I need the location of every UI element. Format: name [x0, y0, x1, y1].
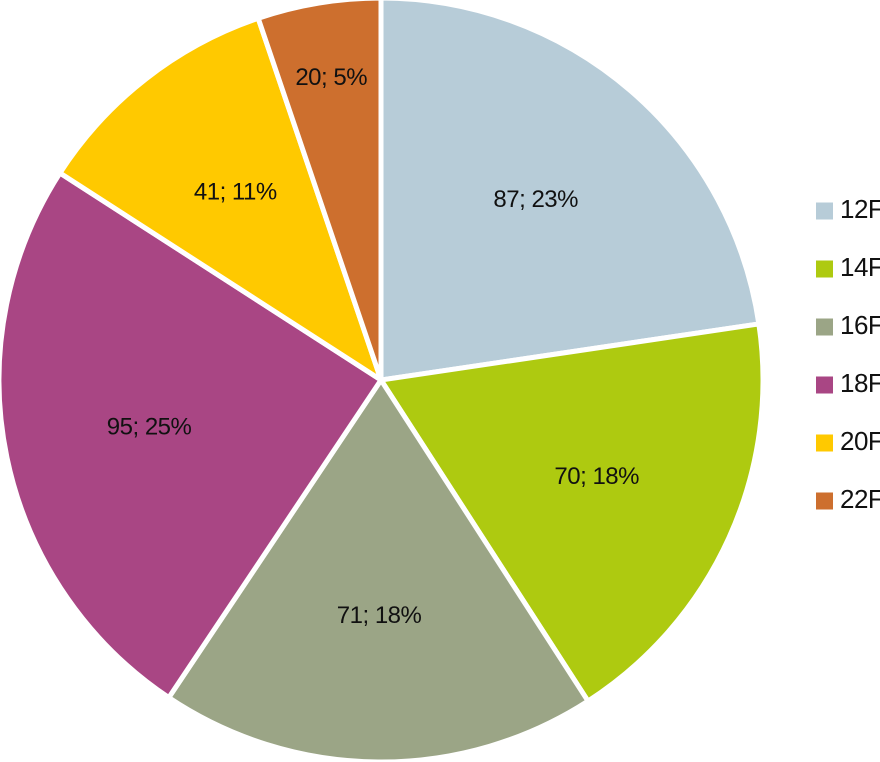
legend-swatch-18f — [816, 376, 833, 394]
legend: 12F 14F 16F 18F 20F 22F — [816, 194, 880, 514]
slice-label-20f: 41; 11% — [194, 179, 277, 206]
legend-swatch-14f — [816, 260, 833, 278]
pie-slice-12f — [378, 0, 762, 383]
slice-label-18f: 95; 25% — [107, 413, 192, 440]
slice-label-16f: 71; 18% — [337, 602, 422, 629]
pie-slice-18f — [0, 170, 384, 701]
pie-slices — [0, 0, 763, 762]
legend-label-20f: 20F — [840, 426, 880, 456]
legend-label-14f: 14F — [840, 252, 880, 282]
slice-label-14f: 70; 18% — [554, 463, 639, 490]
pie-slice-20f — [57, 15, 384, 383]
pie-slice-14f — [378, 321, 766, 704]
pie-slice-labels: 87; 23% 70; 18% 71; 18% 95; 25% 41; 11% 20; 5… — [107, 64, 640, 629]
legend-label-12f: 12F — [840, 194, 880, 224]
legend-item-16f: 16F — [816, 310, 880, 340]
legend-label-16f: 16F — [840, 310, 880, 340]
legend-label-22f: 22F — [840, 484, 880, 514]
slice-label-12f: 87; 23% — [493, 186, 578, 213]
legend-swatch-22f — [816, 492, 833, 510]
legend-item-22f: 22F — [816, 484, 880, 514]
legend-label-18f: 18F — [840, 368, 880, 398]
slice-label-22f: 20; 5% — [295, 64, 367, 91]
pie-slice-22f — [255, 0, 384, 383]
legend-item-18f: 18F — [816, 368, 880, 398]
legend-item-12f: 12F — [816, 194, 880, 224]
legend-item-14f: 14F — [816, 252, 880, 282]
legend-swatch-20f — [816, 434, 833, 452]
legend-swatch-16f — [816, 318, 833, 336]
legend-item-20f: 20F — [816, 426, 880, 456]
legend-swatch-12f — [816, 202, 833, 220]
